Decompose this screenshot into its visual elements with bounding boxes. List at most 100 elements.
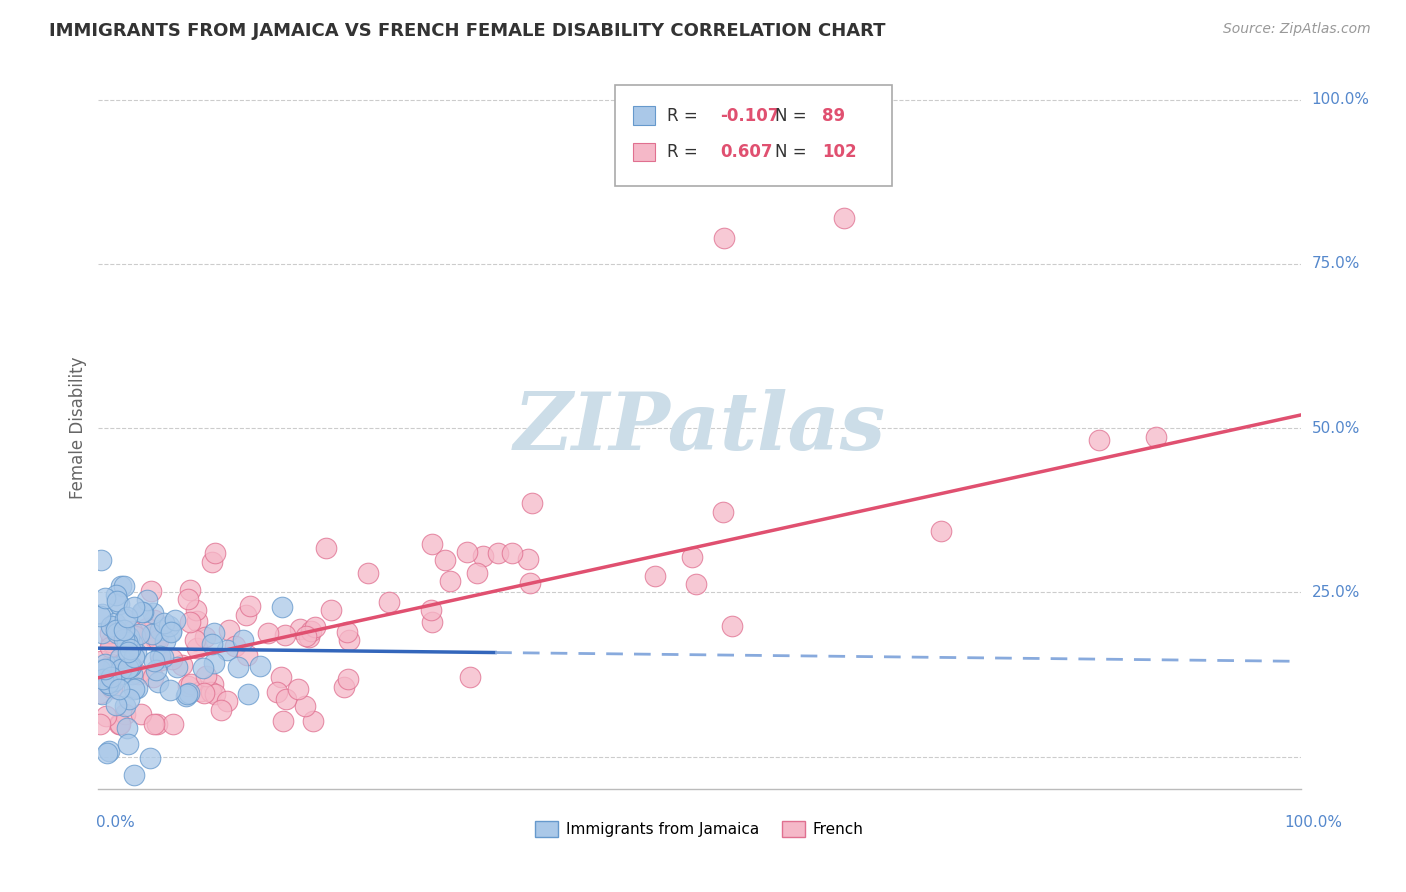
Point	[519, 576, 541, 591]
Point	[357, 566, 380, 580]
Point	[122, 768, 145, 782]
Point	[131, 606, 153, 620]
Point	[136, 630, 159, 644]
Point	[107, 681, 129, 696]
Point	[194, 669, 217, 683]
Point	[108, 716, 131, 731]
FancyBboxPatch shape	[616, 85, 891, 186]
Point	[89, 716, 111, 731]
Legend: Immigrants from Jamaica, French: Immigrants from Jamaica, French	[529, 815, 870, 843]
Point	[217, 694, 239, 708]
Point	[174, 689, 197, 703]
Point	[112, 632, 135, 647]
Point	[302, 714, 325, 728]
Point	[149, 623, 172, 637]
Point	[117, 721, 139, 735]
Point	[179, 686, 201, 700]
Point	[143, 716, 166, 731]
Point	[103, 659, 125, 673]
Point	[110, 662, 132, 676]
Point	[118, 630, 141, 644]
Text: 100.0%: 100.0%	[1285, 815, 1343, 830]
Point	[118, 659, 141, 673]
Point	[96, 746, 118, 760]
Text: 102: 102	[823, 143, 856, 161]
Text: N =: N =	[775, 143, 813, 161]
Point	[89, 663, 111, 677]
Point	[186, 640, 208, 655]
Point	[162, 716, 184, 731]
Point	[336, 625, 359, 640]
Point	[108, 597, 131, 611]
Point	[115, 610, 138, 624]
Point	[166, 660, 188, 674]
Point	[209, 703, 232, 717]
Point	[145, 663, 167, 677]
Point	[91, 607, 114, 621]
Point	[420, 615, 443, 629]
Point	[236, 648, 259, 663]
Point	[148, 649, 170, 664]
Point	[186, 614, 208, 628]
Text: ZIPatlas: ZIPatlas	[513, 390, 886, 467]
Point	[644, 568, 666, 582]
Point	[90, 654, 112, 668]
Point	[172, 658, 194, 673]
Point	[298, 630, 321, 644]
Point	[720, 619, 742, 633]
Point	[100, 635, 122, 649]
Text: 25.0%: 25.0%	[1312, 585, 1360, 599]
Point	[204, 687, 226, 701]
Point	[239, 599, 262, 614]
Point	[232, 633, 254, 648]
Point	[193, 661, 215, 675]
Point	[103, 673, 125, 688]
Text: R =: R =	[666, 143, 703, 161]
Point	[179, 615, 201, 629]
Text: 100.0%: 100.0%	[1312, 92, 1369, 107]
Point	[142, 607, 165, 621]
Point	[501, 546, 523, 560]
Point	[129, 707, 152, 722]
Point	[98, 678, 121, 692]
Point	[152, 650, 174, 665]
Point	[145, 632, 167, 647]
Point	[89, 608, 111, 623]
Text: Source: ZipAtlas.com: Source: ZipAtlas.com	[1223, 22, 1371, 37]
Point	[257, 626, 280, 640]
Point	[378, 595, 401, 609]
Point	[160, 625, 183, 640]
Point	[122, 650, 145, 665]
Point	[117, 661, 139, 675]
Point	[105, 588, 128, 602]
Point	[157, 618, 180, 632]
Point	[142, 670, 165, 684]
Point	[139, 751, 162, 765]
Point	[114, 612, 136, 626]
Point	[337, 632, 360, 647]
Point	[145, 716, 167, 731]
FancyBboxPatch shape	[633, 143, 655, 161]
Point	[458, 670, 481, 684]
Point	[186, 603, 208, 617]
Point	[90, 552, 112, 566]
Point	[117, 645, 139, 659]
Point	[218, 624, 240, 638]
Point	[121, 624, 143, 638]
Point	[110, 667, 132, 681]
Y-axis label: Female Disability: Female Disability	[69, 357, 87, 500]
Point	[193, 685, 215, 699]
Point	[101, 681, 124, 695]
Point	[124, 629, 146, 643]
Point	[117, 737, 139, 751]
Point	[517, 552, 540, 566]
Point	[146, 674, 169, 689]
Point	[217, 643, 239, 657]
Point	[108, 716, 131, 731]
Point	[160, 652, 183, 666]
Text: R =: R =	[666, 107, 703, 125]
Point	[271, 714, 294, 728]
Point	[97, 676, 120, 690]
Point	[176, 687, 198, 701]
Point	[179, 582, 201, 597]
